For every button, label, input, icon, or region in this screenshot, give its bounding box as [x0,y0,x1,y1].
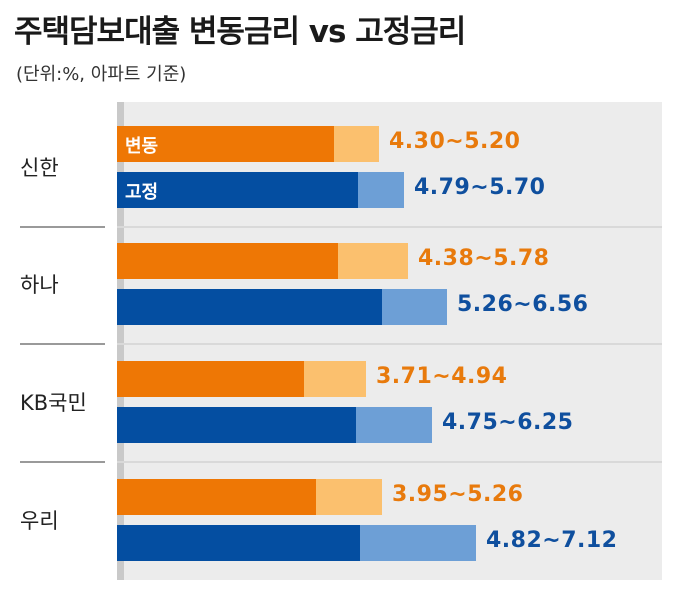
fixed-range-label: 5.26~6.56 [457,292,589,317]
fixed-min-bar [117,289,382,325]
chart-subtitle: (단위:%, 아파트 기준) [16,64,187,85]
variable-range-label: 4.30~5.20 [389,129,521,154]
variable-min-bar [117,126,334,162]
fixed-min-bar [117,525,360,561]
category-label: 하나 [20,273,59,297]
category-label: 우리 [20,509,59,533]
fixed-min-bar [117,172,358,208]
variable-min-bar [117,479,316,515]
fixed-series-label: 고정 [125,182,159,203]
variable-min-bar [117,243,338,279]
fixed-range-label: 4.75~6.25 [442,410,574,435]
fixed-range-label: 4.82~7.12 [486,528,618,553]
variable-range-label: 3.71~4.94 [376,364,508,389]
category-separator [20,226,105,228]
variable-range-label: 4.38~5.78 [418,246,550,271]
variable-range-label: 3.95~5.26 [392,482,524,507]
fixed-range-label: 4.79~5.70 [414,175,546,200]
category-label: 신한 [20,156,59,180]
plot-row-separator [117,226,662,228]
category-separator [20,461,105,463]
plot-axis-shadow [117,102,124,580]
category-label: KB국민 [20,391,87,415]
fixed-min-bar [117,407,356,443]
category-separator [20,343,105,345]
variable-min-bar [117,361,304,397]
variable-series-label: 변동 [125,136,159,157]
chart-title: 주택담보대출 변동금리 vs 고정금리 [14,14,466,50]
plot-row-separator [117,343,662,345]
plot-row-separator [117,461,662,463]
